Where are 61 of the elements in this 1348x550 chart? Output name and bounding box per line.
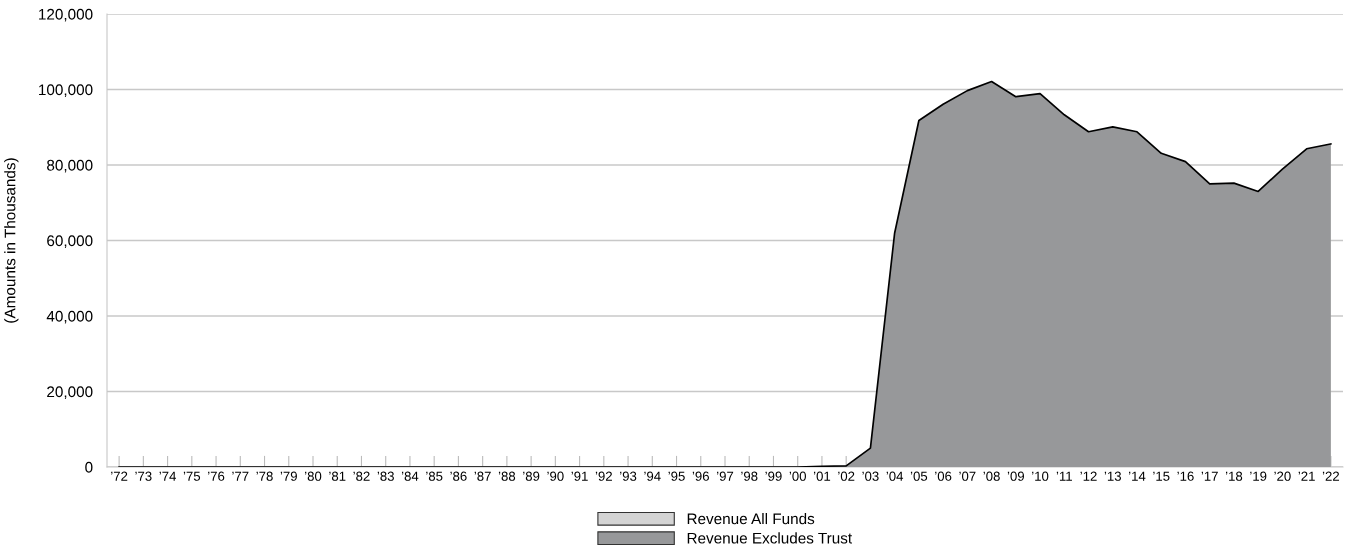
x-tick-label: ’72 xyxy=(111,471,128,481)
x-tick-label: ’22 xyxy=(1322,471,1340,481)
x-tick-label: ’01 xyxy=(813,471,831,481)
x-tick-label: ’85 xyxy=(426,471,443,481)
legend-label: Revenue All Funds xyxy=(687,513,815,525)
x-tick-label: ’18 xyxy=(1225,471,1243,481)
x-tick-label: ’83 xyxy=(377,471,394,481)
x-tick-label: ’04 xyxy=(886,471,904,481)
x-tick-label: ’08 xyxy=(983,471,1000,481)
x-tick-label: ’74 xyxy=(159,471,177,481)
x-tick-label: ’78 xyxy=(256,471,273,481)
x-tick-label: ’80 xyxy=(305,471,322,481)
x-tick-label: ’19 xyxy=(1250,471,1267,481)
x-tick-label: ’02 xyxy=(838,471,855,481)
x-tick-label: ’90 xyxy=(547,471,564,481)
x-tick-label: ’12 xyxy=(1080,471,1097,481)
x-tick-label: ’17 xyxy=(1201,471,1218,481)
x-tick-label: ’11 xyxy=(1056,471,1072,481)
x-tick-label: ’92 xyxy=(595,471,612,481)
x-tick-label: ’07 xyxy=(959,471,976,481)
x-tick-label: ’82 xyxy=(353,471,370,481)
x-tick-label: ’94 xyxy=(644,471,661,481)
x-tick-label: ’98 xyxy=(741,471,758,481)
x-tick-label: ’10 xyxy=(1032,471,1049,481)
y-tick-label: 60,000 xyxy=(47,235,93,248)
x-tick-label: ’73 xyxy=(135,471,152,481)
y-tick-label: 40,000 xyxy=(46,310,93,324)
legend-label: Revenue Excludes Trust xyxy=(687,532,852,544)
x-tick-label: ’97 xyxy=(717,471,734,481)
y-tick-label: 0 xyxy=(85,461,93,473)
x-tick-label: ’21 xyxy=(1298,471,1315,481)
x-tick-label: ’81 xyxy=(329,471,346,481)
x-tick-label: ’79 xyxy=(280,471,297,481)
x-tick-label: ’06 xyxy=(935,471,952,481)
x-tick-label: ’13 xyxy=(1104,471,1121,481)
x-tick-label: ’87 xyxy=(474,471,491,481)
x-tick-label: ’16 xyxy=(1177,471,1194,481)
x-tick-label: ’91 xyxy=(571,471,588,481)
x-tick-label: ’77 xyxy=(232,471,249,481)
x-tick-label: ’09 xyxy=(1007,471,1024,481)
y-tick-label: 80,000 xyxy=(47,159,93,173)
y-tick-label: 100,000 xyxy=(39,84,93,97)
x-tick-label: ’99 xyxy=(765,471,782,481)
y-tick-label: 120,000 xyxy=(39,8,93,22)
x-tick-label: ’89 xyxy=(523,471,540,481)
x-tick-label: ’14 xyxy=(1129,471,1146,481)
y-tick-label: 20,000 xyxy=(47,386,93,399)
x-tick-label: ’75 xyxy=(183,471,201,481)
y-axis-title: (Amounts in Thousands) xyxy=(4,158,19,323)
x-tick-label: ’96 xyxy=(692,471,709,481)
x-tick-label: ’88 xyxy=(498,471,516,481)
x-tick-label: ’05 xyxy=(910,471,928,481)
x-tick-label: ’84 xyxy=(401,471,419,481)
x-tick-label: ’95 xyxy=(668,471,685,481)
x-tick-label: ’15 xyxy=(1153,471,1170,481)
x-tick-label: ’00 xyxy=(789,471,806,481)
x-tick-label: ’03 xyxy=(862,471,879,481)
x-tick-label: ’20 xyxy=(1274,471,1291,481)
x-tick-label: ’76 xyxy=(208,471,225,481)
x-tick-label: ’93 xyxy=(620,471,637,481)
x-tick-label: ’86 xyxy=(450,471,467,481)
